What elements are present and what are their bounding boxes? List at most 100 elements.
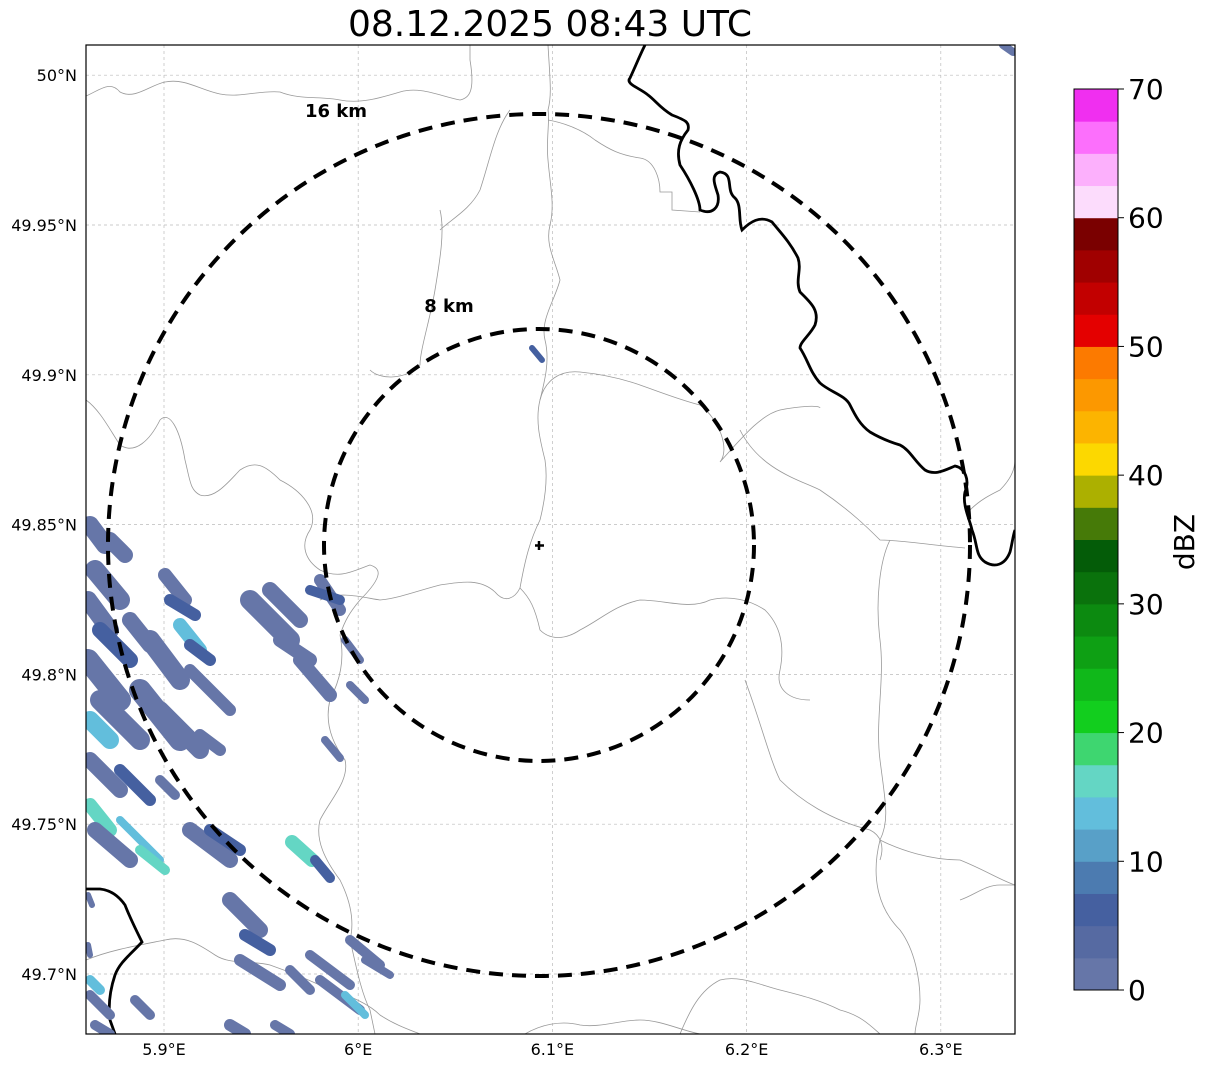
range-ring-label-16km: 16 km (305, 101, 367, 122)
colorbar-block (1074, 925, 1118, 959)
reflectivity-echo (86, 798, 117, 837)
radar-reflectivity-echoes (86, 45, 1015, 1034)
colorbar-tick-label: 60 (1128, 202, 1164, 235)
colorbar-block (1074, 571, 1118, 605)
map-title: 08.12.2025 08:43 UTC (347, 4, 753, 45)
reflectivity-echo (194, 729, 226, 756)
admin-boundaries (86, 45, 1015, 1034)
colorbar-label: dBZ (1168, 514, 1201, 570)
colorbar-block (1074, 539, 1118, 573)
latitude-tick-label: 49.95°N (11, 216, 77, 235)
colorbar-tick-label: 70 (1128, 73, 1164, 106)
colorbar-block (1074, 893, 1118, 927)
colorbar-block (1074, 153, 1118, 187)
map-frame (85, 44, 1016, 1035)
reflectivity-echo (310, 855, 335, 883)
colorbar-block (1074, 346, 1118, 380)
map-plot-area (86, 45, 1015, 1034)
reflectivity-echo (305, 585, 345, 605)
range-ring-8km (322, 327, 756, 763)
colorbar-block (1074, 732, 1118, 766)
colorbar-tick-labels: 0 10 20 30 40 50 60 70 (1118, 73, 1164, 1007)
latitude-tick-label: 49.85°N (11, 516, 77, 535)
longitude-tick-label: 6°E (344, 1040, 372, 1059)
longitude-tick-labels: 5.9°E 6°E 6.1°E 6.2°E 6.3°E (142, 1040, 962, 1059)
reflectivity-echo (164, 594, 201, 621)
reflectivity-echo (90, 1020, 115, 1034)
colorbar-block (1074, 121, 1118, 154)
reflectivity-echo (224, 1019, 251, 1034)
reflectivity-echo (285, 835, 319, 867)
colorbar-block (1074, 957, 1118, 991)
reflectivity-echo (86, 752, 128, 798)
latitude-tick-labels: 50°N 49.95°N 49.9°N 49.85°N 49.8°N 49.75°N 49.… (11, 66, 77, 984)
reflectivity-echo (204, 824, 246, 856)
reflectivity-echo (92, 622, 138, 668)
colorbar-block (1074, 829, 1118, 862)
colorbar-block (1074, 442, 1118, 476)
longitude-tick-label: 6.2°E (725, 1040, 769, 1059)
reflectivity-echo (184, 639, 216, 666)
colorbar: 0 10 20 30 40 50 60 70 dBZ (1073, 73, 1201, 1007)
reflectivity-echo (86, 560, 130, 610)
reflectivity-echo (239, 929, 276, 956)
reflectivity-echo (86, 990, 115, 1020)
reflectivity-echo (140, 630, 190, 690)
reflectivity-echo (321, 736, 344, 762)
reflectivity-echo (529, 345, 545, 363)
reflectivity-echo (262, 582, 308, 628)
latitude-tick-label: 49.75°N (11, 815, 77, 834)
reflectivity-echo (341, 991, 369, 1019)
colorbar-block (1074, 314, 1118, 347)
colorbar-tick-label: 0 (1128, 974, 1146, 1007)
reflectivity-echo (90, 690, 150, 750)
colorbar-block (1074, 507, 1118, 540)
reflectivity-echo (305, 950, 355, 990)
latitude-tick-label: 49.7°N (21, 965, 77, 984)
colorbar-block (1074, 475, 1118, 508)
reflectivity-echo (114, 764, 156, 806)
reflectivity-echo (222, 892, 268, 938)
reflectivity-echo (184, 664, 236, 716)
reflectivity-echo (86, 711, 119, 749)
reflectivity-echo (341, 636, 364, 664)
reflectivity-echo (102, 532, 133, 563)
range-ring-label-8km: 8 km (424, 296, 474, 317)
colorbar-block (1074, 378, 1118, 412)
colorbar-block (1074, 861, 1118, 894)
reflectivity-echo (86, 892, 95, 908)
reflectivity-echo (130, 995, 155, 1020)
colorbar-tick-label: 10 (1128, 845, 1164, 878)
colorbar-block (1074, 217, 1118, 251)
latitude-tick-label: 49.9°N (21, 366, 77, 385)
colorbar-block (1074, 249, 1118, 283)
reflectivity-echo (285, 965, 315, 995)
colorbar-block (1074, 700, 1118, 734)
range-rings: 8 km 16 km (106, 101, 972, 978)
reflectivity-echo (151, 701, 209, 759)
reflectivity-echo (86, 649, 131, 711)
reflectivity-echo (999, 45, 1015, 56)
range-ring-16km (106, 112, 972, 978)
colorbar-block (1074, 89, 1118, 122)
reflectivity-echo (270, 1020, 295, 1034)
longitude-tick-label: 5.9°E (142, 1040, 186, 1059)
colorbar-color-blocks (1074, 89, 1118, 991)
reflectivity-echo (86, 975, 105, 995)
latitude-tick-label: 50°N (37, 66, 77, 85)
reflectivity-echo (86, 591, 119, 639)
colorbar-frame (1073, 88, 1119, 991)
reflectivity-echo (293, 653, 337, 702)
reflectivity-echo (345, 935, 385, 970)
reflectivity-echo (116, 816, 164, 864)
reflectivity-echo (182, 822, 238, 868)
reflectivity-echo (240, 590, 300, 650)
longitude-tick-label: 6.1°E (531, 1040, 575, 1059)
colorbar-block (1074, 796, 1118, 830)
reflectivity-echo (158, 568, 192, 607)
latitude-tick-label: 49.8°N (21, 665, 77, 684)
colorbar-tick-label: 20 (1128, 717, 1164, 750)
reflectivity-echo (346, 681, 369, 704)
colorbar-block (1074, 603, 1118, 637)
